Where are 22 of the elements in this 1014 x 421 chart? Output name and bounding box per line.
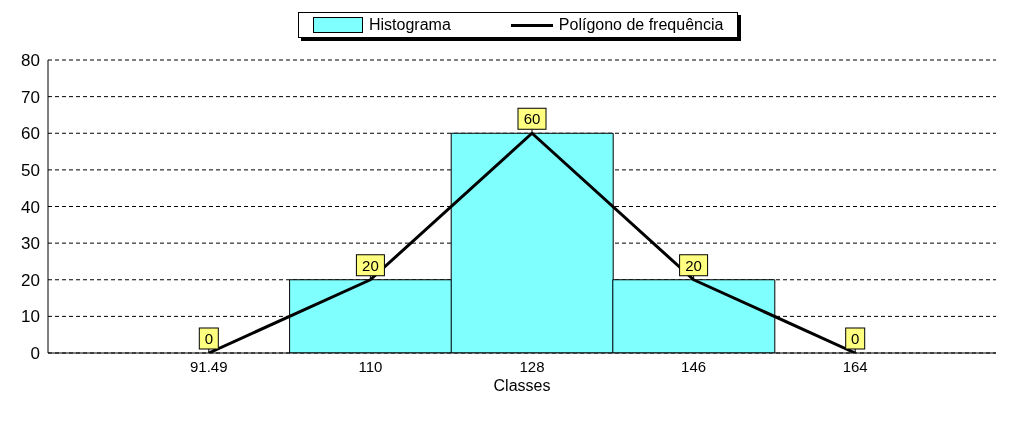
y-tick-label: 70 bbox=[21, 87, 40, 107]
data-label: 20 bbox=[362, 256, 379, 274]
x-tick-label: 110 bbox=[358, 357, 383, 375]
y-tick-label: 50 bbox=[21, 160, 40, 180]
x-tick-label: 164 bbox=[842, 357, 868, 375]
y-tick-label: 20 bbox=[21, 270, 40, 290]
x-tick-label: 91.49 bbox=[190, 357, 228, 375]
data-label: 60 bbox=[523, 110, 541, 128]
data-label: 0 bbox=[851, 330, 860, 347]
y-tick-label: 40 bbox=[21, 197, 40, 217]
x-axis-title: Classes bbox=[493, 377, 551, 394]
legend-label: Polígono de frequência bbox=[558, 16, 724, 34]
x-tick-label: 146 bbox=[681, 357, 707, 375]
y-tick-label: 30 bbox=[21, 234, 40, 254]
y-tick-label: 0 bbox=[30, 344, 40, 364]
x-tick-label: 128 bbox=[519, 357, 545, 375]
y-tick-label: 80 bbox=[21, 51, 40, 71]
data-label: 20 bbox=[685, 256, 702, 274]
legend-label: Histograma bbox=[369, 16, 451, 34]
y-tick-label: 10 bbox=[21, 307, 40, 327]
data-label: 0 bbox=[204, 330, 213, 347]
y-tick-label: 60 bbox=[21, 124, 40, 144]
